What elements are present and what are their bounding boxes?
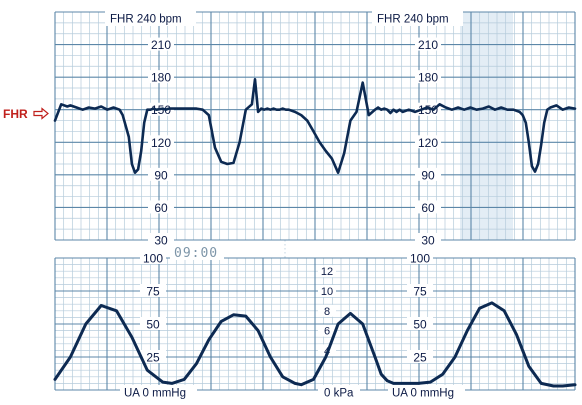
kpa-tick-label: 6 (324, 326, 330, 338)
tick-label-bg (148, 200, 174, 214)
tick-label-bg (415, 200, 441, 214)
tick-label-bg (407, 317, 433, 330)
tick-label-bg (148, 167, 174, 181)
fhr-tick-label: 60 (421, 201, 435, 215)
tick-label-bg (415, 135, 441, 149)
tick-label-bg (318, 324, 336, 337)
fhr-tick-label: 90 (154, 168, 168, 182)
tick-label-bg (407, 284, 433, 297)
tick-label-bg (148, 233, 174, 246)
kpa-tick-label: 8 (324, 306, 330, 318)
ua-tick-label: 75 (413, 285, 427, 299)
fhr-side-label: FHR (3, 107, 28, 121)
ua-trace (53, 301, 577, 388)
fhr-tick-label: 180 (418, 71, 438, 85)
tick-label-bg (318, 304, 336, 317)
ua-tick-label: 75 (146, 285, 160, 299)
timestamp: 09:00 (174, 246, 218, 261)
fhr-trace (53, 78, 577, 174)
fhr-tick-labels: 210 180 150 120 90 60 30 210 180 150 120 90 60 30 (148, 37, 441, 248)
fhr-title-left: FHR 240 bpm (110, 14, 182, 26)
fhr-tick-label: 210 (418, 38, 438, 52)
tick-label-bg (415, 167, 441, 181)
tick-label-bg (140, 284, 166, 297)
ua-title-box-right (388, 385, 465, 400)
fhr-tick-label: 90 (421, 168, 435, 182)
fhr-tick-label: 210 (151, 38, 171, 52)
fhr-title-right: FHR 240 bpm (377, 14, 449, 26)
fhr-tick-label: 60 (154, 201, 168, 215)
tick-label-bg (407, 251, 433, 264)
arrow-right-icon (33, 107, 49, 120)
fhr-tick-label: 30 (421, 234, 435, 248)
tick-label-bg (407, 350, 433, 363)
ua-tick-labels: 100 75 50 25 100 75 50 25 (140, 251, 433, 365)
timestamp-box (170, 244, 224, 260)
ua-title-right: UA 0 mmHg (392, 388, 454, 400)
tick-label-bg (415, 233, 441, 246)
fhr-tick-label: 120 (418, 136, 438, 150)
fhr-tick-label: 150 (418, 103, 438, 117)
tick-label-bg (148, 135, 174, 149)
ua-tick-label: 25 (146, 351, 160, 365)
fhr-title-box-left (105, 11, 196, 26)
paper-shade (460, 12, 513, 240)
ua-tick-label: 100 (143, 252, 163, 266)
ua-tick-label: 50 (413, 318, 427, 332)
fhr-title-box-right (372, 11, 463, 26)
kpa-title: 0 kPa (324, 388, 354, 400)
fhr-tick-label: 180 (151, 71, 171, 85)
kpa-title-box (318, 385, 360, 400)
ua-title-left: UA 0 mmHg (124, 388, 186, 400)
fhr-tick-label: 120 (151, 136, 171, 150)
fhr-tick-label: 150 (151, 103, 171, 117)
ua-title-box-left (120, 385, 197, 400)
tick-label-bg (415, 102, 441, 116)
tick-label-bg (140, 350, 166, 363)
ua-tick-label: 25 (413, 351, 427, 365)
paper-shade-band (460, 12, 513, 240)
kpa-tick-label: 10 (321, 286, 333, 298)
fhr-tick-label: 30 (154, 234, 168, 248)
tick-label-bg (140, 251, 166, 264)
ua-tick-label: 100 (410, 252, 430, 266)
tick-label-bg (140, 317, 166, 330)
tick-label-bg (415, 70, 441, 84)
tick-label-bg (148, 70, 174, 84)
tick-label-bg (415, 37, 441, 51)
tick-label-bg (318, 265, 336, 278)
tick-label-bg (148, 37, 174, 51)
tick-label-bg (318, 285, 336, 297)
ua-tick-label: 50 (146, 318, 160, 332)
kpa-tick-label: 12 (321, 266, 333, 278)
